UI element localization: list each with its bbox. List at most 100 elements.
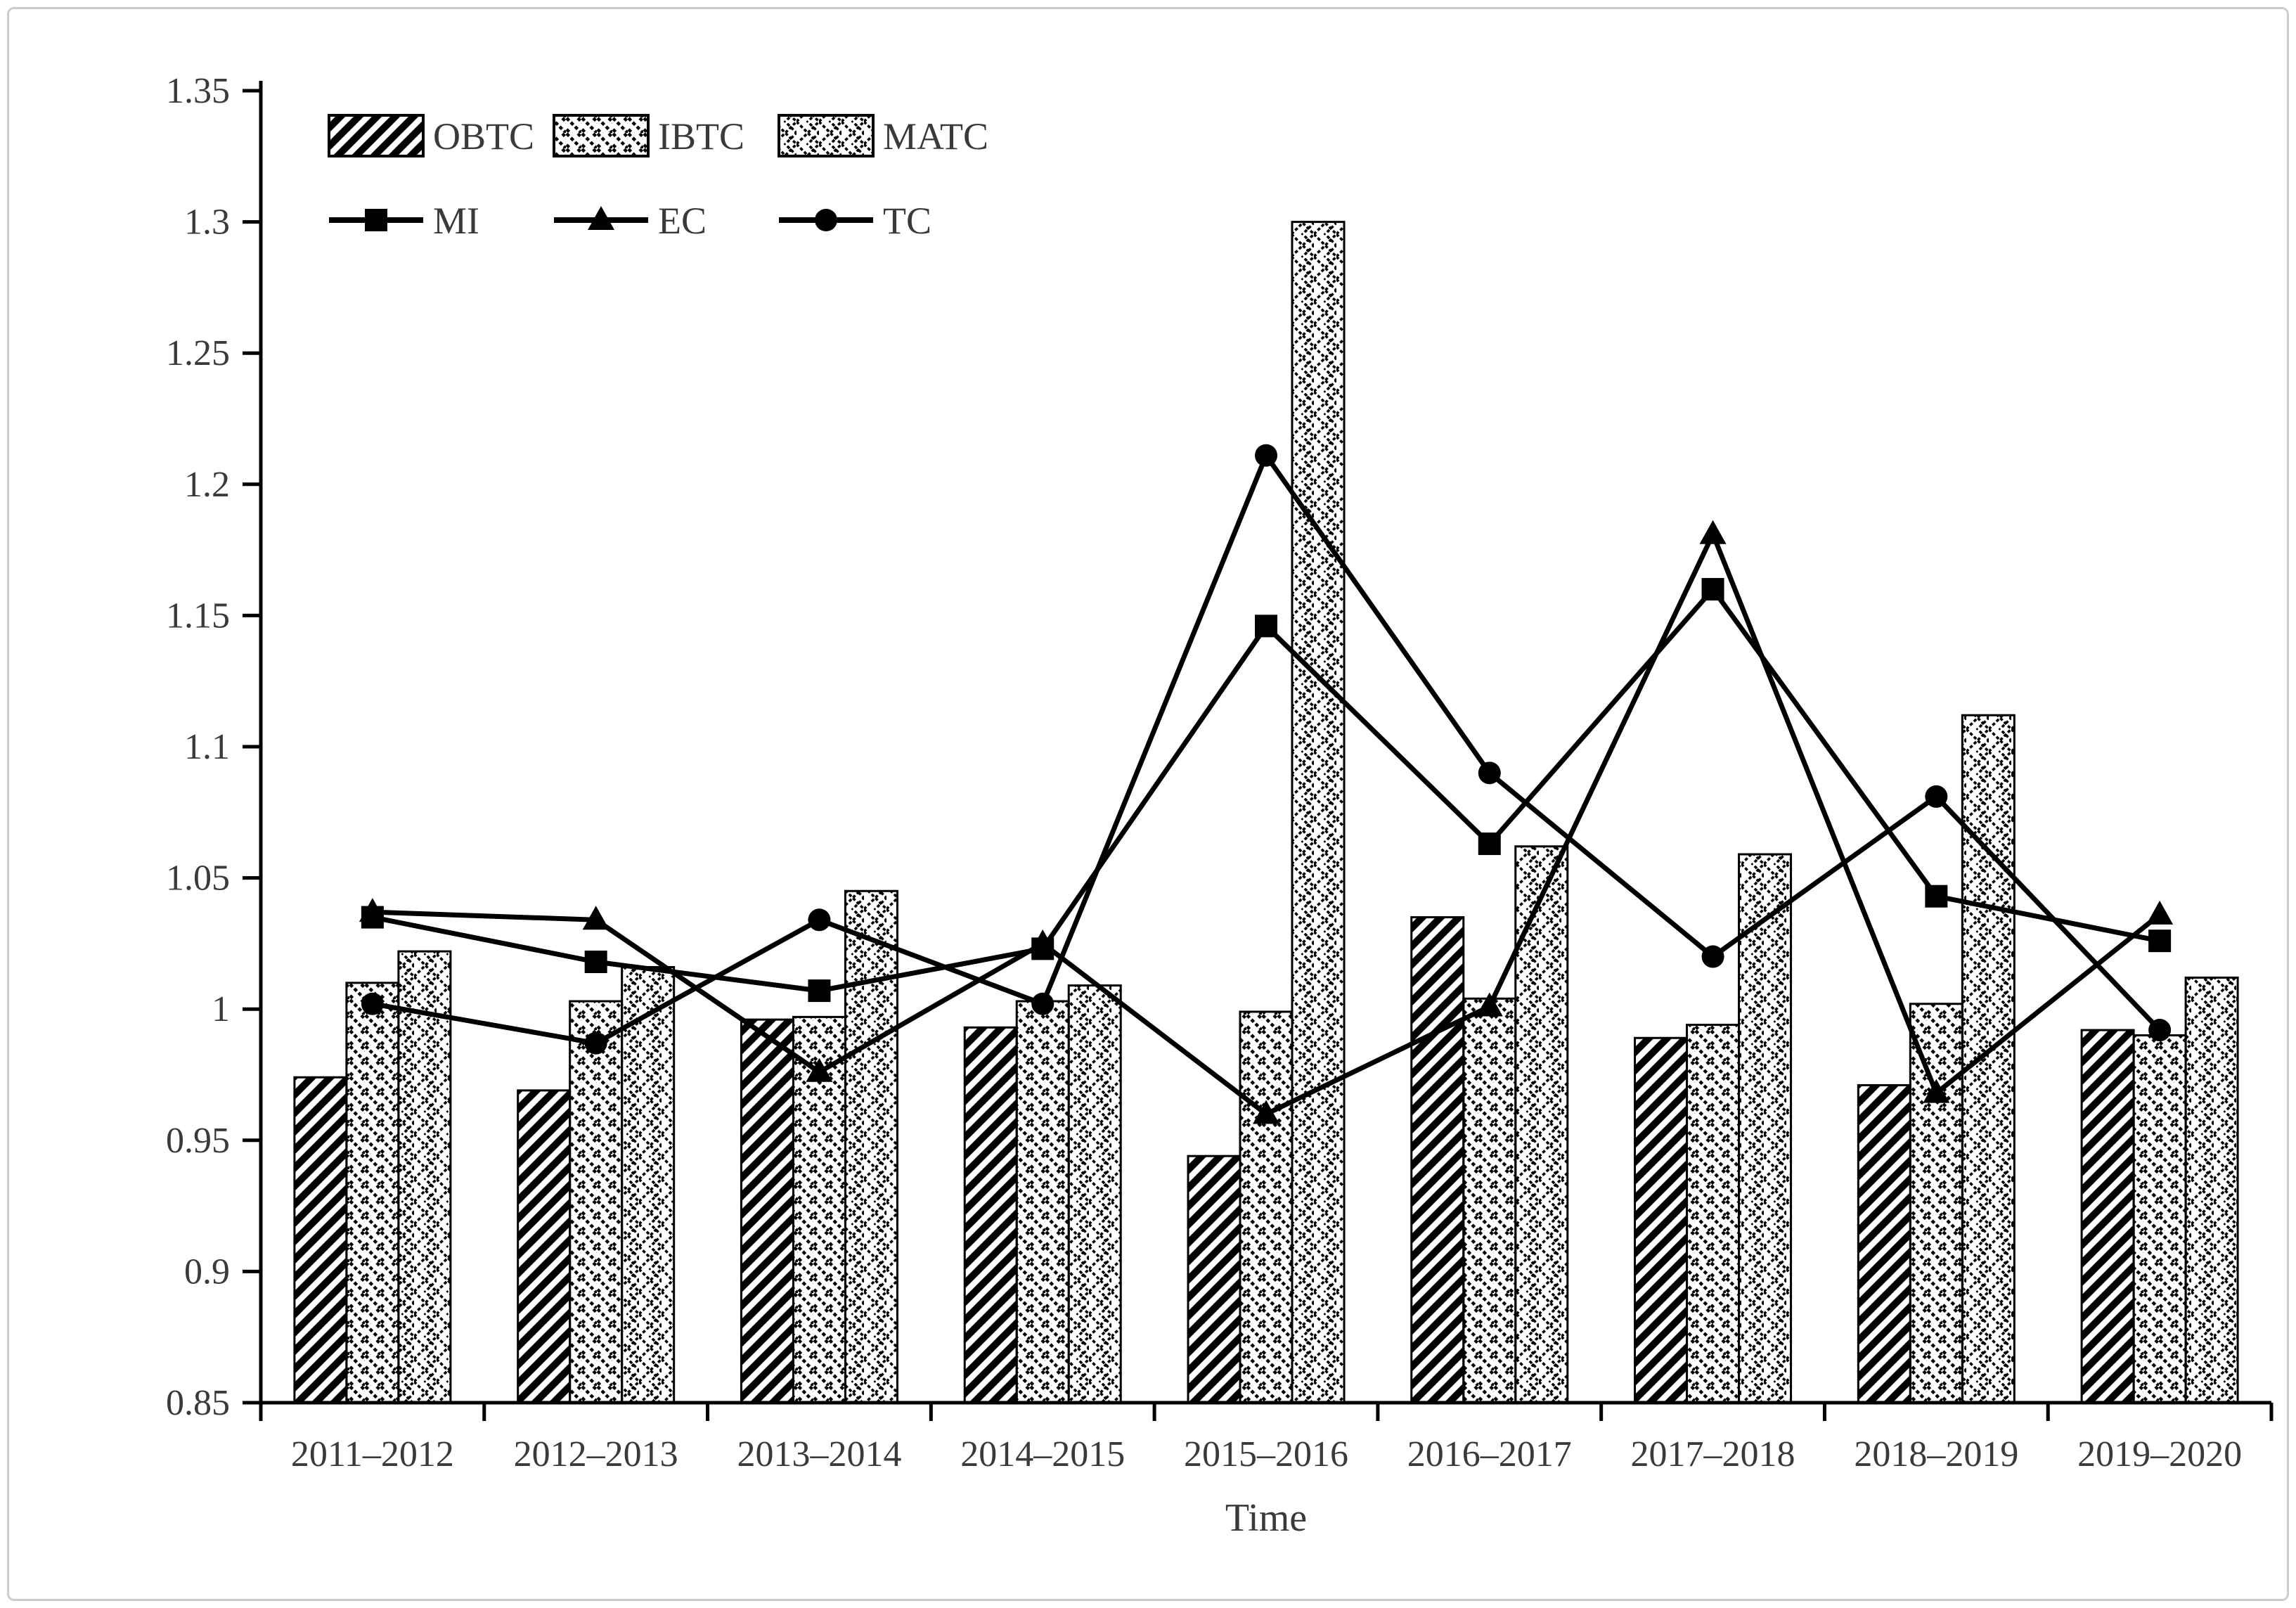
x-tick-label: 2018–2019 (1854, 1434, 2018, 1474)
legend-marker-mi (365, 209, 387, 231)
square-marker-mi-7 (1701, 578, 1724, 601)
x-tick-label: 2013–2014 (737, 1434, 901, 1474)
x-tick-label: 2011–2012 (291, 1434, 454, 1474)
circle-marker-tc-8 (1925, 785, 1948, 808)
legend-label-obtc: OBTC (433, 115, 534, 157)
y-tick-label: 1.15 (166, 596, 230, 636)
legend-label-ec: EC (658, 200, 707, 242)
line-path-mi (372, 585, 2160, 993)
bar-series-ibtc (345, 982, 2187, 1404)
line-series-ec (359, 520, 2174, 1124)
x-axis-ticks: 2011–2012 2012–2013 2013–2014 2014–2015 2015… (259, 1403, 2274, 1474)
bar-ibtc-2 (569, 1000, 624, 1404)
x-axis-title: Time (1225, 1496, 1307, 1540)
bar-series-obtc (293, 916, 2135, 1404)
circle-marker-tc-1 (361, 992, 384, 1015)
legend-swatch-matc (778, 114, 875, 157)
bar-matc-6 (1514, 845, 1569, 1404)
bar-ibtc-4 (1015, 1000, 1070, 1404)
y-tick-label: 1.25 (166, 333, 230, 373)
x-tick-label: 2017–2018 (1631, 1434, 1795, 1474)
bar-obtc-9 (2080, 1029, 2135, 1404)
line-series-tc (361, 444, 2172, 1055)
combo-chart-canvas: 0.85 0.9 0.95 1 1.05 1.1 1.15 1.2 1.25 1.3 1.35 201… (166, 71, 2274, 1540)
legend-item-tc: TC (779, 200, 931, 242)
circle-marker-tc-6 (1478, 761, 1501, 785)
y-axis-ticks: 0.85 0.9 0.95 1 1.05 1.1 1.15 1.2 1.25 1.3 1.35 (166, 71, 262, 1423)
bar-obtc-5 (1187, 1154, 1241, 1404)
y-tick-label: 1.05 (166, 858, 230, 899)
circle-marker-tc-3 (808, 908, 831, 932)
legend-label-mi: MI (433, 200, 479, 242)
legend-item-matc: MATC (778, 114, 988, 157)
circle-marker-tc-5 (1255, 444, 1277, 467)
legend-item-ec: EC (554, 200, 707, 242)
x-tick-label: 2016–2017 (1407, 1434, 1572, 1474)
y-tick-label: 1 (212, 989, 230, 1029)
legend-swatch-ibtc (553, 114, 650, 157)
legend-item-ibtc: IBTC (553, 114, 744, 157)
bar-ibtc-1 (345, 982, 400, 1404)
bar-series-group (293, 221, 2239, 1404)
x-tick-label: 2019–2020 (2077, 1434, 2242, 1474)
bar-obtc-7 (1634, 1036, 1689, 1404)
figure-frame: 0.85 0.9 0.95 1 1.05 1.1 1.15 1.2 1.25 1.3 1.35 201… (7, 7, 2289, 1601)
line-series-mi (361, 578, 2172, 1003)
bar-obtc-6 (1410, 916, 1465, 1404)
triangle-marker-ec-5 (1253, 1100, 1279, 1124)
legend-marker-tc (815, 209, 837, 231)
triangle-marker-ec-1 (359, 898, 386, 922)
triangle-marker-ec-3 (806, 1057, 833, 1082)
x-tick-label: 2014–2015 (960, 1434, 1125, 1474)
y-tick-label: 0.95 (166, 1121, 230, 1161)
triangle-marker-ec-7 (1699, 520, 1727, 544)
legend-label-ibtc: IBTC (658, 115, 744, 157)
y-tick-label: 1.35 (166, 71, 230, 111)
y-tick-label: 1.1 (184, 727, 230, 767)
x-tick-label: 2012–2013 (514, 1434, 678, 1474)
bar-matc-8 (1961, 714, 2016, 1404)
bar-matc-2 (621, 965, 676, 1404)
bar-matc-5 (1291, 221, 1346, 1404)
y-tick-label: 0.85 (166, 1383, 230, 1423)
legend-swatch-obtc (328, 114, 425, 157)
bar-matc-3 (844, 889, 898, 1404)
y-tick-label: 0.9 (184, 1252, 230, 1292)
bar-matc-9 (2184, 976, 2239, 1404)
triangle-marker-ec-6 (1476, 992, 1503, 1017)
bar-matc-7 (1738, 853, 1793, 1404)
triangle-marker-ec-4 (1029, 929, 1057, 953)
legend-item-mi: MI (329, 200, 479, 242)
bar-ibtc-6 (1462, 997, 1517, 1404)
bar-obtc-1 (293, 1076, 348, 1404)
circle-marker-tc-2 (584, 1031, 607, 1055)
line-path-tc (372, 450, 2162, 1046)
bar-ibtc-5 (1239, 1010, 1294, 1404)
bar-matc-4 (1067, 984, 1122, 1404)
triangle-marker-ec-2 (582, 906, 610, 930)
square-marker-mi-3 (808, 979, 831, 1003)
legend-marker-ec (588, 206, 614, 230)
triangle-marker-ec-9 (2146, 900, 2174, 925)
bar-ibtc-8 (1909, 1003, 1963, 1404)
legend-label-matc: MATC (883, 115, 988, 157)
y-tick-label: 1.3 (184, 202, 230, 243)
bar-ibtc-7 (1686, 1024, 1741, 1404)
square-marker-mi-6 (1478, 832, 1501, 856)
x-tick-label: 2015–2016 (1184, 1434, 1348, 1474)
circle-marker-tc-4 (1031, 992, 1055, 1015)
bar-series-matc (397, 221, 2239, 1404)
square-marker-mi-5 (1255, 615, 1277, 638)
bar-ibtc-9 (2132, 1034, 2187, 1404)
square-marker-mi-8 (1925, 885, 1948, 908)
circle-marker-tc-7 (1701, 945, 1724, 968)
bar-obtc-3 (740, 1018, 794, 1404)
legend-item-obtc: OBTC (328, 114, 534, 157)
legend-label-tc: TC (883, 200, 931, 242)
bar-obtc-8 (1857, 1083, 1911, 1404)
y-tick-label: 1.2 (184, 465, 230, 505)
bar-matc-1 (397, 950, 452, 1404)
bar-obtc-4 (963, 1026, 1018, 1404)
circle-marker-tc-9 (2148, 1019, 2172, 1042)
